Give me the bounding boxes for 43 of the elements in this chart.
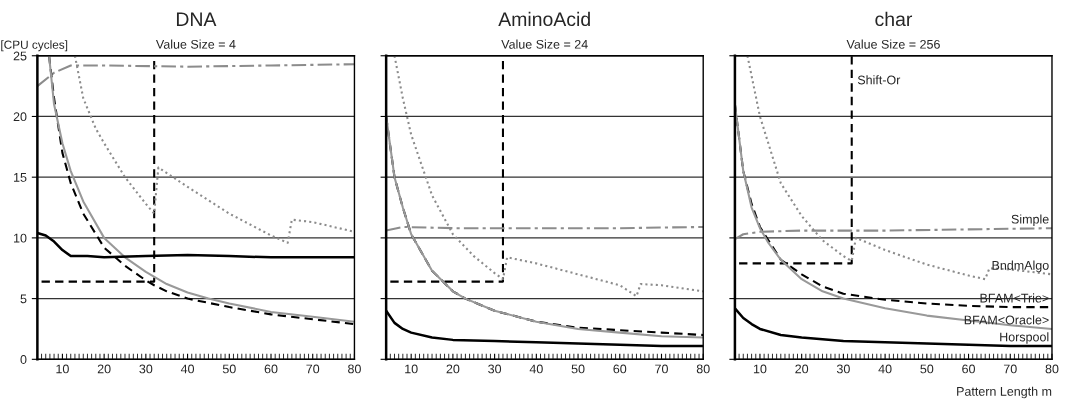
y-tick-label: 5 [20, 294, 27, 304]
chart-subtitle: Value Size = 256 [846, 39, 940, 49]
x-tick-label: 80 [1045, 364, 1059, 374]
y-tick-label: 25 [13, 51, 27, 61]
x-tick-label: 20 [446, 364, 460, 374]
y-tick-label: 0 [20, 355, 27, 364]
x-tick-label: 70 [306, 364, 320, 374]
x-tick-label: 50 [920, 364, 934, 374]
x-tick-label: 10 [56, 364, 69, 374]
y-tick-label: 10 [14, 233, 27, 243]
x-tick-label: 30 [488, 364, 502, 374]
series-label: BFAM<Oracle> [964, 315, 1049, 325]
series-label: Shift-Or [857, 75, 901, 85]
chart-subtitle: Value Size = 24 [501, 39, 588, 49]
x-axis-title: Pattern Length m [957, 386, 1052, 399]
chart-subtitle: Value Size = 4 [155, 39, 236, 49]
chart-title: char [875, 11, 913, 27]
x-tick-label: 20 [97, 364, 111, 374]
chart-title: DNA [176, 12, 217, 26]
x-tick-label: 60 [613, 364, 627, 374]
y-tick-label: 15 [14, 173, 27, 182]
x-tick-label: 10 [753, 364, 767, 374]
x-tick-label: 30 [139, 364, 153, 374]
series-label: Horspool [1000, 332, 1049, 344]
x-tick-label: 40 [878, 364, 892, 374]
x-tick-label: 80 [348, 364, 361, 374]
x-tick-label: 50 [222, 364, 236, 374]
x-tick-label: 80 [696, 364, 710, 374]
series-label: BndmAlgo [992, 260, 1049, 273]
x-tick-label: 60 [264, 364, 278, 374]
x-tick-label: 50 [571, 364, 585, 374]
x-tick-label: 70 [655, 364, 668, 374]
x-tick-label: 40 [180, 364, 195, 374]
chart-title: AminoAcid [498, 11, 590, 27]
x-tick-label: 70 [1003, 364, 1017, 374]
x-tick-label: 40 [529, 364, 543, 374]
series-label: Simple [1011, 214, 1049, 227]
x-tick-label: 30 [836, 364, 850, 374]
y-tick-label: 20 [13, 112, 27, 122]
x-tick-label: 10 [405, 364, 418, 374]
x-tick-label: 20 [795, 364, 809, 374]
x-tick-label: 60 [962, 364, 976, 374]
y-axis-title: [CPU cycles] [1, 40, 68, 52]
